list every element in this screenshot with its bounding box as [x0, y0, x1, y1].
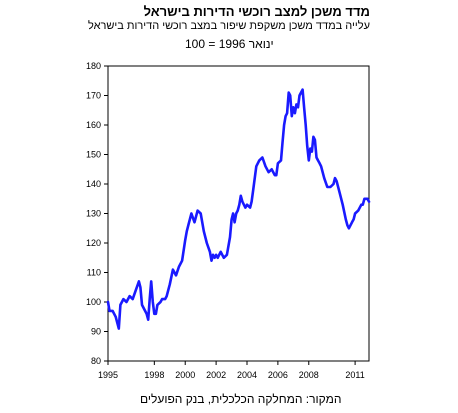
- y-tick-label: 100: [86, 297, 101, 307]
- y-tick-label: 80: [91, 356, 101, 366]
- chart-subtitle: עלייה במדד משכן משקפת שיפור במצב רוכשי ה…: [88, 20, 370, 32]
- chart-title: מדד משכן למצב רוכשי הדירות בישראל: [143, 4, 370, 19]
- x-tick-label: 2011: [345, 370, 364, 380]
- y-tick-label: 180: [86, 61, 101, 71]
- x-tick-label: 2002: [206, 370, 226, 380]
- x-tick-label: 1998: [144, 370, 164, 380]
- y-tick-label: 90: [91, 327, 101, 337]
- y-tick-label: 110: [87, 268, 101, 278]
- series-line: [106, 88, 371, 330]
- y-tick-label: 130: [86, 209, 101, 219]
- x-tick-label: 2000: [175, 370, 195, 380]
- x-tick-label: 1995: [98, 370, 118, 380]
- y-axis: 80 90 100 110 120 130 140 150 160 170 180: [86, 61, 108, 366]
- plot-area-frame: [107, 65, 370, 362]
- x-tick-label: 2004: [237, 370, 257, 380]
- y-tick-label: 120: [86, 238, 101, 248]
- x-axis: 1995 1998 2000 2002 2004 2006 2008 2011: [98, 361, 365, 380]
- y-tick-label: 140: [86, 179, 101, 189]
- base-period-note: ינואר 1996 = 100: [185, 37, 274, 51]
- source-note: המקור: המחלקה הכלכלית, בנק הפועלים: [140, 392, 342, 406]
- x-tick-label: 2008: [299, 370, 319, 380]
- x-tick-label: 2006: [268, 370, 288, 380]
- y-tick-label: 150: [86, 150, 101, 160]
- y-tick-label: 170: [86, 91, 101, 101]
- y-tick-label: 160: [86, 120, 101, 130]
